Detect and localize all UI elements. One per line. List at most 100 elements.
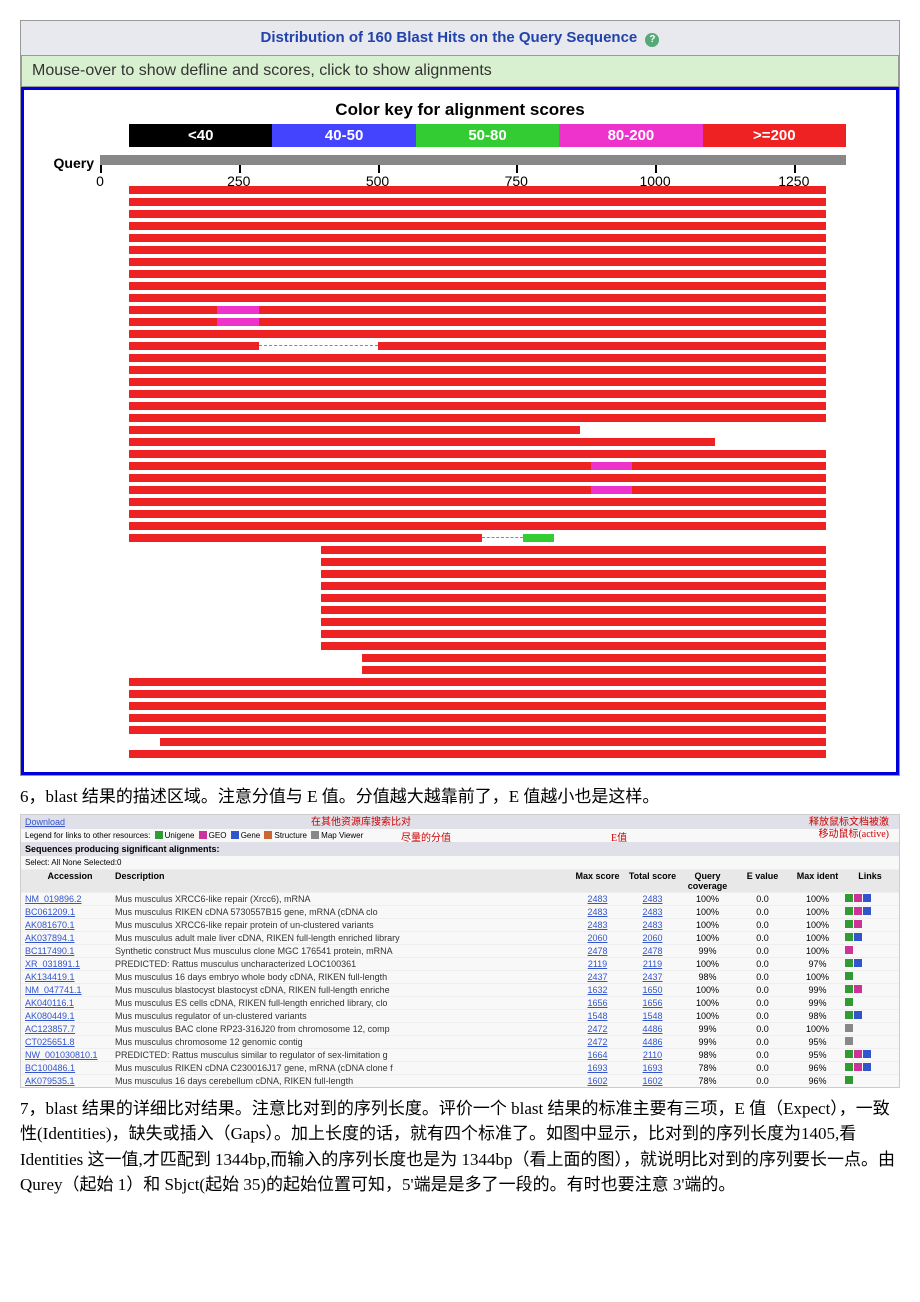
badge-icon[interactable] — [845, 1050, 853, 1058]
cell-ts[interactable]: 1693 — [625, 1063, 680, 1073]
hit-row[interactable] — [129, 666, 826, 674]
hit-row[interactable] — [129, 522, 826, 530]
table-row[interactable]: NW_001030810.1PREDICTED: Rattus musculus… — [21, 1048, 899, 1061]
hit-segment[interactable] — [259, 306, 826, 314]
hit-segment[interactable] — [321, 642, 826, 650]
badge-icon[interactable] — [845, 907, 853, 915]
accession-link[interactable]: BC061209.1 — [25, 907, 115, 917]
table-row[interactable]: BC117490.1Synthetic construct Mus muscul… — [21, 944, 899, 957]
hit-row[interactable] — [129, 438, 826, 446]
badge-icon[interactable] — [845, 1076, 853, 1084]
col-header[interactable]: Description — [115, 871, 570, 891]
hit-row[interactable] — [129, 258, 826, 266]
table-row[interactable]: AK080449.1Mus musculus regulator of un-c… — [21, 1009, 899, 1022]
cell-ms[interactable]: 1548 — [570, 1011, 625, 1021]
hit-row[interactable] — [129, 594, 826, 602]
badge-icon[interactable] — [863, 1050, 871, 1058]
cell-ts[interactable]: 2478 — [625, 946, 680, 956]
link-badges[interactable] — [845, 907, 895, 917]
hit-segment[interactable] — [129, 282, 826, 290]
accession-link[interactable]: AK080449.1 — [25, 1011, 115, 1021]
cell-ms[interactable]: 2472 — [570, 1037, 625, 1047]
hit-row[interactable] — [129, 222, 826, 230]
hit-row[interactable] — [129, 582, 826, 590]
col-header[interactable]: Links — [845, 871, 895, 891]
table-row[interactable]: BC061209.1Mus musculus RIKEN cDNA 573055… — [21, 905, 899, 918]
hit-row[interactable] — [129, 462, 826, 470]
badge-icon[interactable] — [845, 972, 853, 980]
cell-ms[interactable]: 2478 — [570, 946, 625, 956]
link-badges[interactable] — [845, 1050, 895, 1060]
accession-link[interactable]: AC123857.7 — [25, 1024, 115, 1034]
cell-ts[interactable]: 2437 — [625, 972, 680, 982]
hit-segment[interactable] — [129, 474, 826, 482]
hit-segment[interactable] — [129, 234, 826, 242]
cell-ts[interactable]: 1602 — [625, 1076, 680, 1086]
table-row[interactable]: XR_031891.1PREDICTED: Rattus musculus un… — [21, 957, 899, 970]
col-header[interactable]: Max ident — [790, 871, 845, 891]
hit-segment[interactable] — [129, 330, 826, 338]
badge-icon[interactable] — [854, 920, 862, 928]
accession-link[interactable]: NM_047741.1 — [25, 985, 115, 995]
col-header[interactable]: Accession — [25, 871, 115, 891]
badge-icon[interactable] — [845, 933, 853, 941]
col-header[interactable]: E value — [735, 871, 790, 891]
hit-row[interactable] — [129, 294, 826, 302]
cell-ms[interactable]: 2483 — [570, 907, 625, 917]
badge-icon[interactable] — [854, 1050, 862, 1058]
hit-segment[interactable] — [591, 462, 632, 470]
hit-segment[interactable] — [321, 546, 826, 554]
hit-row[interactable] — [129, 306, 826, 314]
badge-icon[interactable] — [845, 998, 853, 1006]
hit-segment[interactable] — [129, 534, 482, 542]
table-row[interactable]: AC123857.7Mus musculus BAC clone RP23-31… — [21, 1022, 899, 1035]
cell-ts[interactable]: 4486 — [625, 1024, 680, 1034]
cell-ms[interactable]: 2437 — [570, 972, 625, 982]
cell-ms[interactable]: 2060 — [570, 933, 625, 943]
cell-ms[interactable]: 1632 — [570, 985, 625, 995]
hit-row[interactable] — [129, 714, 826, 722]
hit-row[interactable] — [129, 450, 826, 458]
badge-icon[interactable] — [845, 920, 853, 928]
hit-row[interactable] — [129, 198, 826, 206]
accession-link[interactable]: BC117490.1 — [25, 946, 115, 956]
hit-row[interactable] — [129, 486, 826, 494]
download-link[interactable]: Download — [21, 815, 899, 829]
hit-row[interactable] — [129, 702, 826, 710]
hit-segment[interactable] — [129, 246, 826, 254]
hit-row[interactable] — [129, 414, 826, 422]
cell-ts[interactable]: 2483 — [625, 920, 680, 930]
hit-row[interactable] — [129, 234, 826, 242]
hit-row[interactable] — [129, 378, 826, 386]
hit-segment[interactable] — [217, 318, 258, 326]
badge-icon[interactable] — [854, 933, 862, 941]
hit-segment[interactable] — [129, 486, 591, 494]
hit-segment[interactable] — [378, 342, 826, 350]
col-header[interactable]: Query coverage — [680, 871, 735, 891]
cell-ms[interactable]: 2483 — [570, 920, 625, 930]
hit-row[interactable] — [129, 678, 826, 686]
hit-segment[interactable] — [321, 618, 826, 626]
hit-segment[interactable] — [129, 258, 826, 266]
hit-segment[interactable] — [321, 558, 826, 566]
link-badges[interactable] — [845, 894, 895, 904]
col-header[interactable]: Total score — [625, 871, 680, 891]
hit-segment[interactable] — [129, 450, 826, 458]
hit-row[interactable] — [129, 642, 826, 650]
table-row[interactable]: CT025651.8Mus musculus chromosome 12 gen… — [21, 1035, 899, 1048]
hit-segment[interactable] — [362, 654, 826, 662]
table-row[interactable]: AK079535.1Mus musculus 16 days cerebellu… — [21, 1074, 899, 1087]
hit-segment[interactable] — [632, 462, 826, 470]
cell-ts[interactable]: 2110 — [625, 1050, 680, 1060]
hit-segment[interactable] — [321, 582, 826, 590]
hit-segment[interactable] — [129, 294, 826, 302]
link-badges[interactable] — [845, 959, 895, 969]
hit-row[interactable] — [129, 366, 826, 374]
link-badges[interactable] — [845, 933, 895, 943]
link-badges[interactable] — [845, 1076, 895, 1086]
accession-link[interactable]: CT025651.8 — [25, 1037, 115, 1047]
cell-ts[interactable]: 2119 — [625, 959, 680, 969]
hit-segment[interactable] — [129, 522, 826, 530]
hit-segment[interactable] — [129, 726, 826, 734]
hit-row[interactable] — [129, 282, 826, 290]
